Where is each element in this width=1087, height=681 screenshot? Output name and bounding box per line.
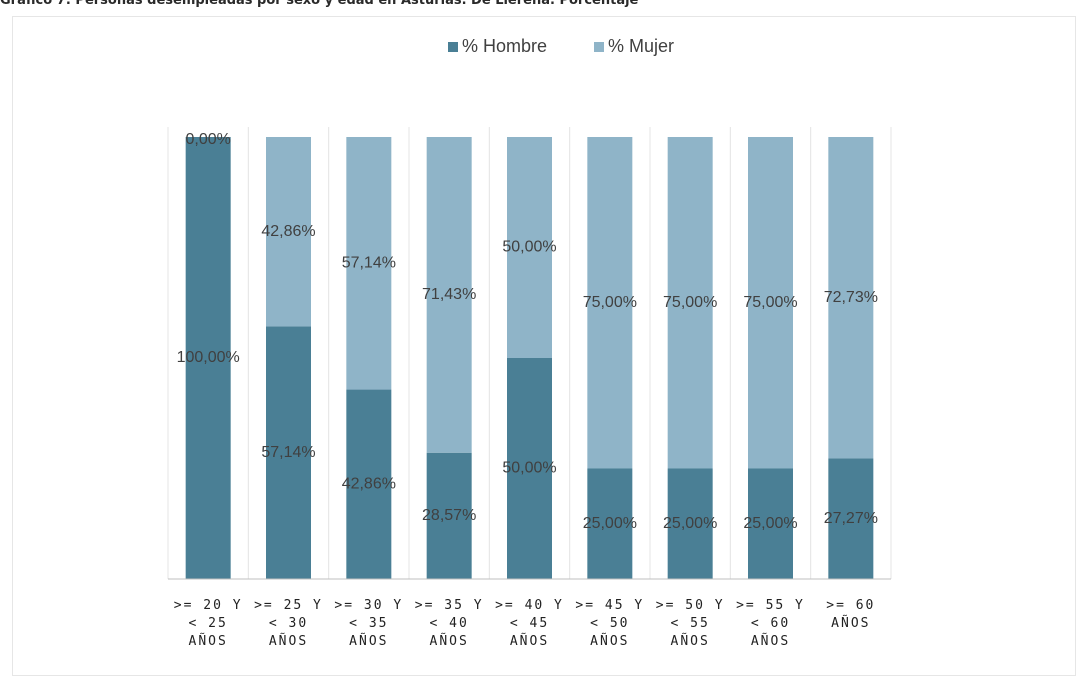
bar-hombre [346,389,392,579]
legend-swatch-hombre [448,42,458,52]
data-label-mujer: 72,73% [824,289,878,306]
bar-hombre [507,358,552,579]
legend-swatch-mujer [594,42,604,52]
data-label-hombre: 57,14% [261,444,315,461]
data-label-mujer: 71,43% [422,286,476,303]
bar-mujer [587,137,633,469]
bar-hombre [667,468,713,579]
bar-mujer [507,137,552,358]
data-labels: 100,00% 0,00% 57,14% 42,86% 42,86% 57,14% 28,5… [177,131,878,532]
x-tick-label: >= 20 Y < 25 AÑOS [174,598,243,649]
bar-hombre [828,458,874,579]
x-tick-label: >= 30 Y < 35 AÑOS [334,598,403,649]
x-tick-label: >= 45 Y < 50 AÑOS [575,598,644,649]
bar-mujer [667,137,713,469]
page-title: Gráfico 7: Personas desempleadas por sex… [0,0,639,8]
data-label-mujer: 75,00% [583,294,637,311]
data-label-mujer: 75,00% [743,294,797,311]
data-label-mujer: 57,14% [342,254,396,271]
data-label-hombre: 50,00% [502,460,556,477]
stacked-bar-chart: 100,00% 0,00% 57,14% 42,86% 42,86% 57,14% 28,5… [167,36,892,649]
data-label-mujer: 50,00% [502,239,556,256]
data-label-hombre: 25,00% [663,515,717,532]
x-tick-label: >= 25 Y < 30 AÑOS [254,598,323,649]
bar-hombre [748,468,793,579]
bar-mujer [828,137,874,459]
x-tick-label: >= 60 AÑOS [826,598,875,631]
x-tick-label: >= 50 Y < 55 AÑOS [656,598,725,649]
data-label-hombre: 25,00% [743,515,797,532]
data-label-hombre: 100,00% [177,349,240,366]
legend: % Hombre % Mujer [448,36,674,56]
data-label-hombre: 25,00% [583,515,637,532]
bar-mujer [748,137,793,469]
bars [185,137,874,579]
x-tick-label: >= 35 Y < 40 AÑOS [415,598,484,649]
x-tick-labels: >= 20 Y < 25 AÑOS>= 25 Y < 30 AÑOS>= 30 Y < 3… [174,598,875,649]
data-label-hombre: 28,57% [422,507,476,524]
bar-hombre [426,452,472,579]
data-label-mujer: 0,00% [185,131,230,148]
legend-label-hombre: % Hombre [462,36,547,56]
chart-frame: 100,00% 0,00% 57,14% 42,86% 42,86% 57,14% 28,5… [12,16,1076,676]
x-tick-label: >= 55 Y < 60 AÑOS [736,598,805,649]
data-label-hombre: 42,86% [342,475,396,492]
bar-mujer [346,137,392,390]
data-label-mujer: 42,86% [261,223,315,240]
category-separators [167,127,892,579]
bar-mujer [426,137,472,453]
data-label-hombre: 27,27% [824,510,878,527]
bar-hombre [587,468,633,579]
bar-hombre [185,137,231,579]
x-tick-label: >= 40 Y < 45 AÑOS [495,598,564,649]
bar-mujer [266,137,311,327]
data-label-mujer: 75,00% [663,294,717,311]
legend-label-mujer: % Mujer [608,36,674,56]
bar-hombre [266,326,311,579]
